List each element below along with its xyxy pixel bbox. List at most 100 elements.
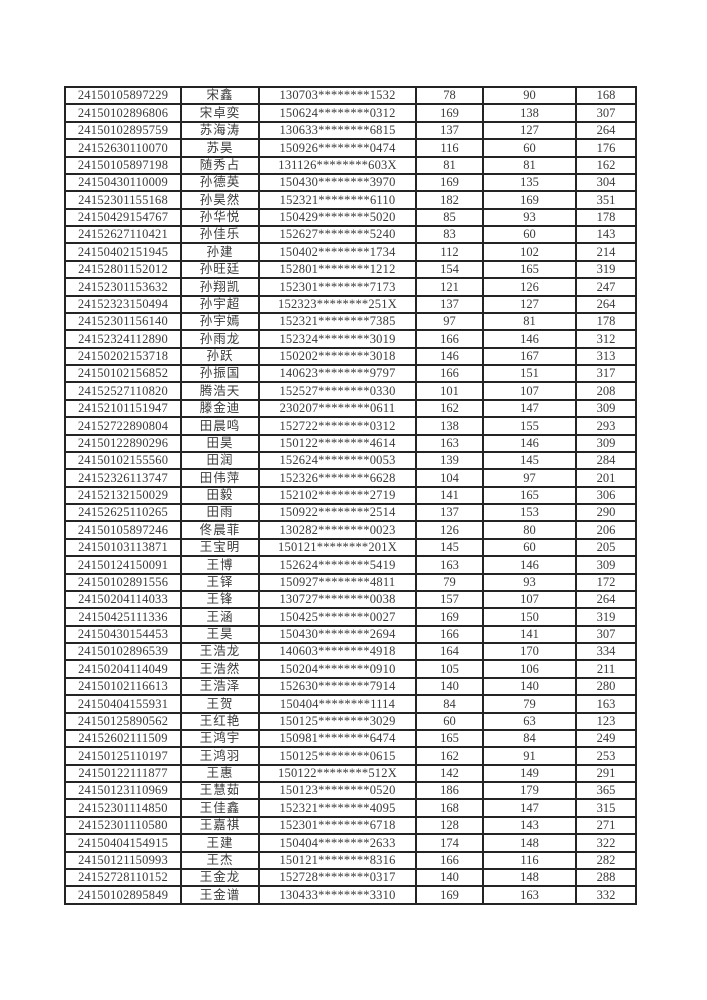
score2-cell: 60	[482, 537, 577, 558]
total-score-cell: 176	[575, 138, 637, 158]
exam-number-cell: 24150429154767	[64, 207, 182, 228]
total-score-cell: 315	[575, 798, 637, 818]
table-row: 24150102116613 王浩泽 152630********7914 140 14…	[64, 676, 637, 697]
score1-cell: 137	[415, 120, 484, 141]
exam-number-cell: 24150425111336	[64, 607, 182, 627]
table-row: 24152627110421 孙佳乐 152627********5240 83 60 1…	[64, 224, 637, 245]
score2-cell: 135	[482, 172, 577, 193]
score1-cell: 164	[415, 641, 484, 662]
total-score-cell: 306	[575, 485, 637, 506]
table-row: 24150102891556 王铎 150927********4811 79 93 17…	[64, 572, 637, 592]
table-row: 24150123110969 王慧茹 150123********0520 186 17…	[64, 780, 637, 801]
id-number-cell: 140603********4918	[258, 641, 417, 662]
id-number-cell: 130703********1532	[258, 85, 417, 106]
table-row: 24150102895849 王金谱 130433********3310 169 16…	[64, 885, 637, 905]
score1-cell: 140	[415, 676, 484, 697]
table-row: 24152602111509 王鸿宇 150981********6474 165 84…	[64, 728, 637, 749]
id-number-cell: 152321********6110	[258, 190, 417, 210]
score2-cell: 141	[482, 624, 577, 645]
score2-cell: 140	[482, 676, 577, 697]
score2-cell: 79	[482, 694, 577, 714]
total-score-cell: 322	[575, 833, 637, 853]
score2-cell: 81	[482, 311, 577, 332]
score1-cell: 154	[415, 259, 484, 280]
id-number-cell: 150402********1734	[258, 242, 417, 262]
name-cell: 王惠	[180, 763, 260, 784]
total-score-cell: 309	[575, 433, 637, 453]
name-cell: 王慧茹	[180, 780, 260, 801]
exam-number-cell: 24150204114033	[64, 589, 182, 610]
name-cell: 王金谱	[180, 885, 260, 905]
id-number-cell: 152324********3019	[258, 329, 417, 349]
table-row: 24152301153632 孙翔凯 152301********7173 121 12…	[64, 277, 637, 297]
name-cell: 孙旺廷	[180, 259, 260, 280]
name-cell: 王浩泽	[180, 676, 260, 697]
id-number-cell: 152630********7914	[258, 676, 417, 697]
total-score-cell: 271	[575, 815, 637, 836]
id-number-cell: 150624********0312	[258, 103, 417, 123]
score1-cell: 169	[415, 885, 484, 905]
exam-number-cell: 24150105897198	[64, 155, 182, 175]
table-row: 24152527110820 腾浩天 152527********0330 101 10…	[64, 381, 637, 401]
table-row: 24150102155560 田润 152624********0053 139 145…	[64, 450, 637, 471]
score2-cell: 63	[482, 711, 577, 731]
id-number-cell: 150926********0474	[258, 138, 417, 158]
table-row: 24152722890804 田晨鸣 152722********0312 138 15…	[64, 416, 637, 436]
score2-cell: 149	[482, 763, 577, 784]
id-number-cell: 152321********7385	[258, 311, 417, 332]
exam-number-cell: 24150204114049	[64, 659, 182, 679]
name-cell: 王浩龙	[180, 641, 260, 662]
total-score-cell: 162	[575, 155, 637, 175]
exam-number-cell: 24152627110421	[64, 224, 182, 245]
name-cell: 王红艳	[180, 711, 260, 731]
table-row: 24152101151947 滕金迪 230207********0611 162 14…	[64, 398, 637, 419]
id-number-cell: 150922********2514	[258, 502, 417, 523]
table-row: 24150122890296 田昊 150122********4614 163 146…	[64, 433, 637, 453]
id-number-cell: 152728********0317	[258, 867, 417, 888]
name-cell: 孙建	[180, 242, 260, 262]
name-cell: 王宝明	[180, 537, 260, 558]
exam-number-cell: 24152602111509	[64, 728, 182, 749]
id-number-cell: 150404********1114	[258, 694, 417, 714]
exam-number-cell: 24152323150494	[64, 294, 182, 314]
score1-cell: 166	[415, 624, 484, 645]
score1-cell: 141	[415, 485, 484, 506]
score2-cell: 138	[482, 103, 577, 123]
name-cell: 孙振国	[180, 363, 260, 384]
total-score-cell: 334	[575, 641, 637, 662]
score1-cell: 169	[415, 607, 484, 627]
table-row: 24150430110009 孙德英 150430********3970 169 13…	[64, 172, 637, 193]
exam-number-cell: 24150102896539	[64, 641, 182, 662]
score2-cell: 60	[482, 224, 577, 245]
name-cell: 田雨	[180, 502, 260, 523]
exam-number-cell: 24150102156852	[64, 363, 182, 384]
id-number-cell: 152624********5419	[258, 555, 417, 575]
score1-cell: 157	[415, 589, 484, 610]
total-score-cell: 319	[575, 607, 637, 627]
id-number-cell: 150981********6474	[258, 728, 417, 749]
id-number-cell: 152624********0053	[258, 450, 417, 471]
score1-cell: 112	[415, 242, 484, 262]
score1-cell: 142	[415, 763, 484, 784]
total-score-cell: 214	[575, 242, 637, 262]
total-score-cell: 290	[575, 502, 637, 523]
score2-cell: 80	[482, 520, 577, 540]
score2-cell: 116	[482, 850, 577, 870]
exam-number-cell: 24152324112890	[64, 329, 182, 349]
score1-cell: 168	[415, 798, 484, 818]
total-score-cell: 247	[575, 277, 637, 297]
table-row: 24150103113871 王宝明 150121********201X 145 60…	[64, 537, 637, 558]
score2-cell: 127	[482, 120, 577, 141]
name-cell: 孙昊然	[180, 190, 260, 210]
total-score-cell: 282	[575, 850, 637, 870]
id-number-cell: 131126********603X	[258, 155, 417, 175]
exam-number-cell: 24152728110152	[64, 867, 182, 888]
id-number-cell: 140623********9797	[258, 363, 417, 384]
id-number-cell: 150430********3970	[258, 172, 417, 193]
total-score-cell: 317	[575, 363, 637, 384]
exam-number-cell: 24150102895849	[64, 885, 182, 905]
id-number-cell: 152321********4095	[258, 798, 417, 818]
name-cell: 孙雨龙	[180, 329, 260, 349]
name-cell: 苏昊	[180, 138, 260, 158]
total-score-cell: 365	[575, 780, 637, 801]
